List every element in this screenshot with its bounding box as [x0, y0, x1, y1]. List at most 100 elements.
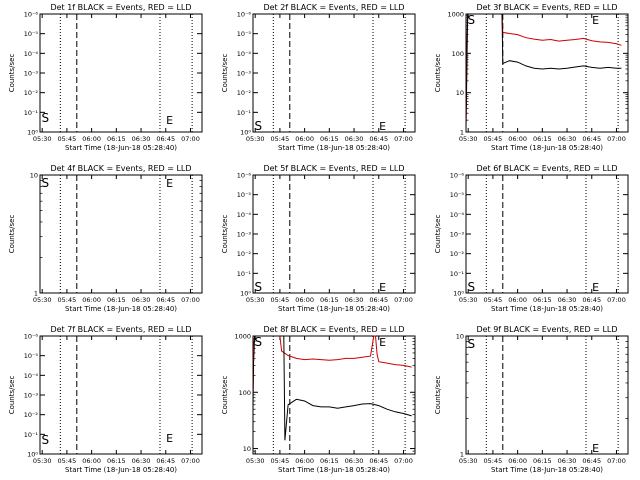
y-tick-label: 10	[456, 333, 464, 341]
x-tick-label: 05:45	[484, 296, 503, 304]
y-tick-label: 10⁰	[27, 451, 38, 459]
x-tick-label: 06:15	[533, 135, 552, 143]
x-tick-label: 07:00	[394, 135, 413, 143]
chart-panel-6: Det 6f BLACK = Events, RED = LLD Counts/s…	[434, 164, 629, 313]
plot-frame	[465, 174, 629, 294]
plot-frame	[465, 13, 629, 133]
chart-title: Det 1f BLACK = Events, RED = LLD	[50, 3, 191, 12]
y-tick-label: 10⁰	[240, 129, 251, 137]
chart-panel-8: Det 8f BLACK = Events, RED = LLD Counts/s…	[221, 325, 416, 474]
y-tick-label: 10⁻⁵	[24, 30, 39, 38]
plot-frame	[252, 13, 416, 133]
start-marker: S	[42, 111, 50, 125]
x-tick-label: 06:15	[320, 296, 339, 304]
x-tick-label: 06:45	[156, 457, 175, 465]
x-tick-label: 06:45	[156, 296, 175, 304]
y-tick-label: 10⁻¹	[450, 270, 465, 278]
end-marker: E	[166, 177, 173, 190]
y-tick-label: 10⁻³	[450, 231, 465, 239]
y-tick-label: 100	[239, 389, 251, 397]
x-tick-label: 06:00	[82, 457, 101, 465]
y-tick-label: 10⁻¹	[24, 431, 39, 439]
chart-title: Det 4f BLACK = Events, RED = LLD	[50, 164, 191, 173]
plot-frame	[39, 13, 203, 133]
x-tick-label: 05:45	[58, 296, 77, 304]
y-axis-label: Counts/sec	[434, 215, 442, 254]
y-axis-label: Counts/sec	[434, 54, 442, 93]
x-tick-label: 06:00	[508, 457, 527, 465]
y-tick-label: 1	[460, 451, 464, 459]
chart-title: Det 5f BLACK = Events, RED = LLD	[263, 164, 404, 173]
y-tick-label: 10⁻⁴	[450, 211, 465, 219]
y-tick-label: 10⁰	[240, 290, 251, 298]
y-tick-label: 10⁻⁵	[24, 352, 39, 360]
x-tick-label: 05:30	[246, 135, 265, 143]
x-axis-label: Start Time (18-Jun-18 05:28:40)	[65, 144, 177, 152]
y-tick-label: 100	[452, 50, 464, 58]
y-tick-label: 10⁻¹	[237, 270, 252, 278]
x-axis-label: Start Time (18-Jun-18 05:28:40)	[278, 466, 390, 474]
chart-title: Det 2f BLACK = Events, RED = LLD	[263, 3, 404, 12]
x-tick-label: 07:00	[607, 135, 626, 143]
chart-title: Det 7f BLACK = Events, RED = LLD	[50, 325, 191, 334]
x-tick-label: 06:30	[132, 457, 151, 465]
y-axis-label: Counts/sec	[8, 215, 16, 254]
start-marker: S	[42, 433, 50, 447]
x-tick-label: 06:30	[558, 457, 577, 465]
y-tick-label: 1	[34, 290, 38, 298]
x-tick-label: 06:30	[558, 135, 577, 143]
y-axis-label: Counts/sec	[221, 376, 229, 415]
start-marker: S	[255, 280, 263, 294]
start-marker: S	[468, 13, 476, 27]
chart-panel-7: Det 7f BLACK = Events, RED = LLD Counts/s…	[8, 325, 203, 474]
y-tick-label: 10⁻²	[24, 89, 39, 97]
x-tick-label: 05:45	[484, 457, 503, 465]
plot-frame	[39, 335, 203, 455]
x-tick-label: 05:30	[33, 457, 52, 465]
x-tick-label: 05:45	[484, 135, 503, 143]
x-axis-label: Start Time (18-Jun-18 05:28:40)	[65, 305, 177, 313]
y-axis-label: Counts/sec	[8, 54, 16, 93]
end-marker: E	[592, 281, 599, 294]
y-axis-label: Counts/sec	[221, 54, 229, 93]
y-tick-label: 10⁻⁵	[237, 191, 252, 199]
x-axis-label: Start Time (18-Jun-18 05:28:40)	[491, 305, 603, 313]
x-tick-label: 06:15	[320, 457, 339, 465]
x-tick-label: 06:30	[132, 296, 151, 304]
y-tick-label: 10	[456, 89, 464, 97]
x-axis-label: Start Time (18-Jun-18 05:28:40)	[278, 144, 390, 152]
x-tick-label: 05:45	[271, 135, 290, 143]
chart-panel-3: Det 3f BLACK = Events, RED = LLD Counts/s…	[434, 3, 629, 152]
y-tick-label: 10⁻⁶	[450, 172, 465, 180]
y-tick-label: 10⁻²	[450, 250, 465, 258]
series-line-lld	[465, 13, 622, 126]
x-tick-label: 07:00	[607, 296, 626, 304]
y-tick-label: 1	[460, 129, 464, 137]
x-tick-label: 06:45	[369, 296, 388, 304]
y-tick-label: 10	[243, 445, 251, 453]
x-tick-label: 06:30	[558, 296, 577, 304]
x-tick-label: 06:45	[582, 457, 601, 465]
x-tick-label: 05:30	[459, 135, 478, 143]
x-tick-label: 05:30	[33, 135, 52, 143]
end-marker: E	[166, 432, 173, 445]
y-tick-label: 10⁻⁴	[237, 211, 252, 219]
x-tick-label: 06:30	[132, 135, 151, 143]
x-tick-label: 07:00	[394, 296, 413, 304]
y-tick-label: 10⁻⁵	[450, 191, 465, 199]
start-marker: S	[468, 280, 476, 294]
y-tick-label: 10⁻⁵	[237, 30, 252, 38]
y-tick-label: 10	[30, 172, 38, 180]
plot-frame	[252, 174, 416, 294]
x-tick-label: 07:00	[181, 135, 200, 143]
start-marker: S	[468, 337, 476, 351]
x-tick-label: 07:00	[181, 296, 200, 304]
chart-panel-5: Det 5f BLACK = Events, RED = LLD Counts/s…	[221, 164, 416, 313]
y-tick-label: 1000	[447, 11, 464, 19]
y-tick-label: 10⁻³	[237, 70, 252, 78]
y-axis-label: Counts/sec	[221, 215, 229, 254]
y-tick-label: 10⁻⁴	[24, 50, 39, 58]
y-tick-label: 10⁻¹	[24, 109, 39, 117]
end-marker: E	[166, 114, 173, 127]
